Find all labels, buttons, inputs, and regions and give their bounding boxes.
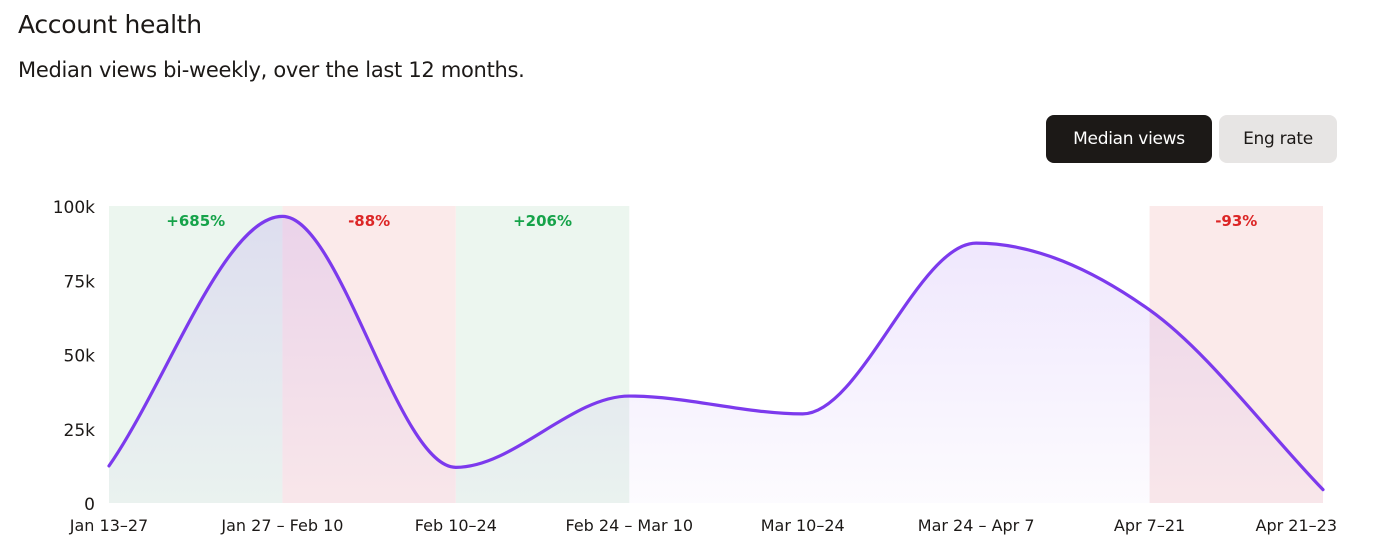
x-axis: Jan 13–27 Jan 27 – Feb 10 Feb 10–24 Feb 24 … [69, 516, 1337, 535]
change-label: +685% [166, 212, 225, 230]
line-layer [107, 214, 1325, 492]
y-tick-label: 75k [64, 272, 96, 292]
series-area [109, 216, 1323, 503]
x-tick-label: Jan 27 – Feb 10 [220, 516, 343, 535]
x-tick-label: Jan 13–27 [69, 516, 148, 535]
y-tick-label: 100k [53, 198, 95, 218]
x-tick-label: Feb 24 – Mar 10 [565, 516, 693, 535]
change-labels: +685% -88% +206% -93% [166, 212, 1257, 230]
change-label: +206% [513, 212, 572, 230]
y-tick-label: 0 [84, 495, 95, 515]
x-tick-label: Feb 10–24 [415, 516, 497, 535]
x-tick-label: Mar 24 – Apr 7 [918, 516, 1035, 535]
series-line [107, 214, 1325, 492]
page-subtitle: Median views bi-weekly, over the last 12… [18, 58, 525, 82]
change-label: -93% [1215, 212, 1257, 230]
eng-rate-toggle[interactable]: Eng rate [1219, 115, 1337, 163]
x-tick-label: Apr 21–23 [1256, 516, 1337, 535]
x-tick-label: Mar 10–24 [761, 516, 845, 535]
change-label: -88% [348, 212, 390, 230]
page-title: Account health [18, 10, 202, 39]
y-axis: 0 25k 50k 75k 100k [53, 198, 95, 515]
median-views-toggle[interactable]: Median views [1046, 115, 1212, 163]
area-layer [109, 216, 1323, 503]
x-tick-label: Apr 7–21 [1114, 516, 1185, 535]
y-tick-label: 50k [64, 347, 96, 367]
y-tick-label: 25k [64, 421, 96, 441]
